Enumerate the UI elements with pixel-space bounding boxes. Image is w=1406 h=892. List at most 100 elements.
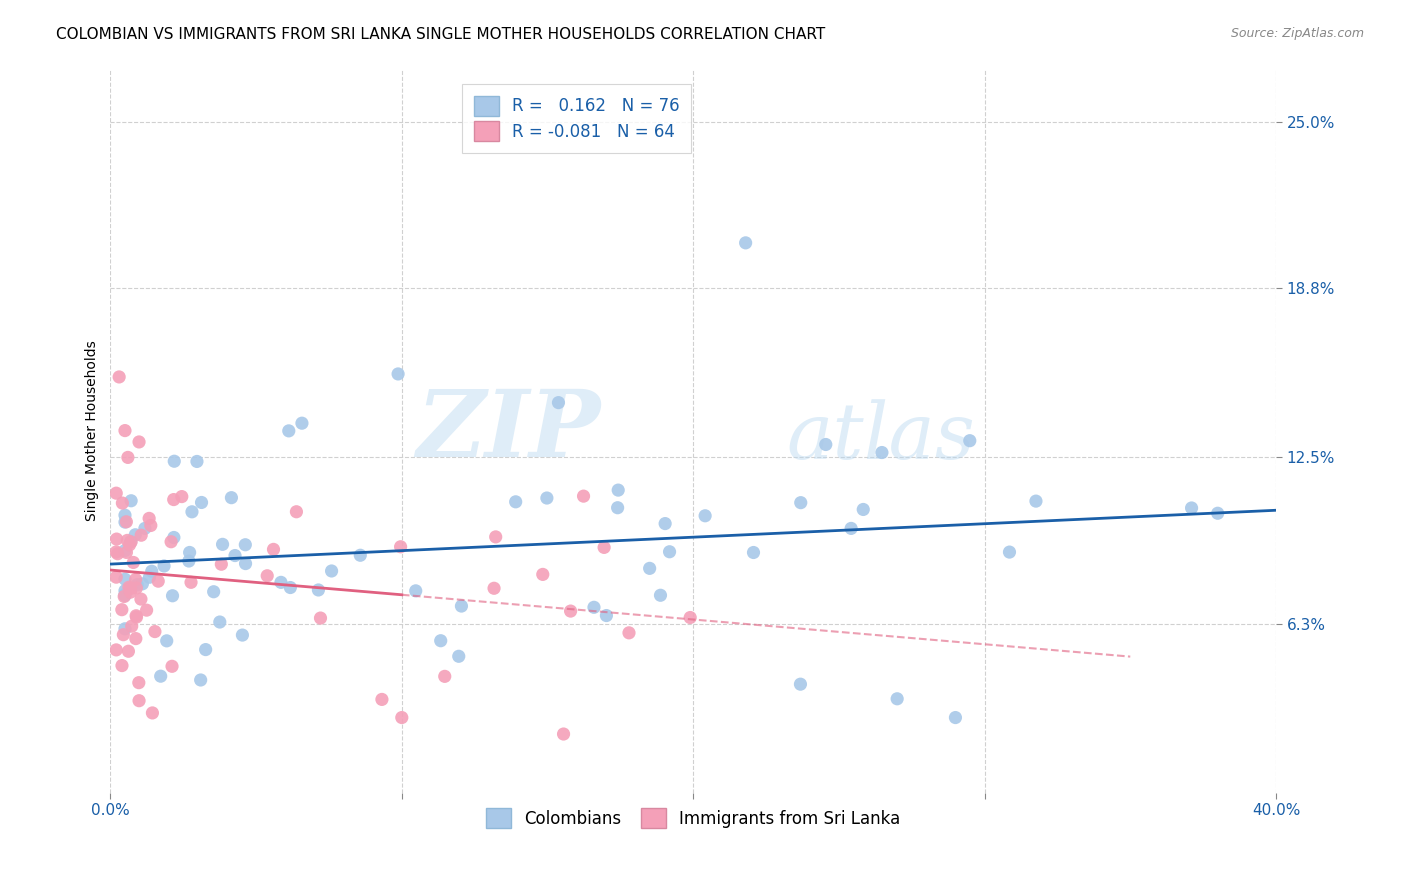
Point xyxy=(114,588,136,602)
Point xyxy=(277,424,299,438)
Point xyxy=(156,633,179,648)
Point xyxy=(177,554,200,568)
Point xyxy=(553,727,575,741)
Point xyxy=(118,580,141,594)
Point xyxy=(128,675,150,690)
Point xyxy=(125,581,148,595)
Point xyxy=(181,505,204,519)
Point xyxy=(595,608,617,623)
Point xyxy=(1180,500,1202,515)
Point xyxy=(607,483,630,497)
Point xyxy=(111,658,134,673)
Point xyxy=(221,491,243,505)
Point xyxy=(125,632,148,646)
Point xyxy=(270,575,292,590)
Point xyxy=(139,518,162,533)
Point xyxy=(115,515,138,529)
Point xyxy=(679,610,702,624)
Point xyxy=(124,573,146,587)
Point xyxy=(433,669,456,683)
Point xyxy=(658,545,681,559)
Point xyxy=(120,582,142,596)
Point xyxy=(202,584,225,599)
Point xyxy=(120,585,142,599)
Point xyxy=(117,450,139,465)
Point xyxy=(107,547,129,561)
Point xyxy=(153,559,176,574)
Text: Source: ZipAtlas.com: Source: ZipAtlas.com xyxy=(1230,27,1364,40)
Point xyxy=(371,692,394,706)
Point xyxy=(405,583,427,598)
Point xyxy=(143,624,166,639)
Point xyxy=(105,486,128,500)
Point xyxy=(531,567,554,582)
Point xyxy=(125,610,148,624)
Point xyxy=(790,496,813,510)
Point xyxy=(115,545,138,559)
Point xyxy=(209,558,232,572)
Point xyxy=(734,235,756,250)
Point xyxy=(180,575,202,590)
Point xyxy=(114,543,136,558)
Point xyxy=(122,556,145,570)
Point xyxy=(280,581,302,595)
Point xyxy=(105,570,128,584)
Point xyxy=(231,628,253,642)
Point xyxy=(127,578,149,592)
Point xyxy=(114,424,136,438)
Point xyxy=(135,603,157,617)
Point xyxy=(870,445,893,459)
Point xyxy=(114,508,136,523)
Point xyxy=(105,643,128,657)
Point xyxy=(582,600,605,615)
Point xyxy=(117,533,139,548)
Point xyxy=(114,583,136,598)
Point xyxy=(190,673,212,687)
Point xyxy=(114,622,136,636)
Point xyxy=(349,548,371,562)
Point xyxy=(572,489,595,503)
Point xyxy=(429,633,451,648)
Point xyxy=(120,493,142,508)
Point xyxy=(617,625,640,640)
Point xyxy=(114,572,136,586)
Point xyxy=(114,589,136,603)
Point xyxy=(121,619,143,633)
Point xyxy=(945,710,967,724)
Point xyxy=(593,541,616,555)
Point xyxy=(111,603,134,617)
Point xyxy=(447,649,470,664)
Point xyxy=(852,502,875,516)
Point xyxy=(606,500,628,515)
Point xyxy=(163,454,186,468)
Point xyxy=(186,454,208,468)
Point xyxy=(190,495,212,509)
Point xyxy=(285,505,308,519)
Point xyxy=(148,574,170,589)
Point xyxy=(389,540,412,554)
Point xyxy=(560,604,582,618)
Point xyxy=(450,599,472,613)
Point xyxy=(1206,506,1229,520)
Point xyxy=(118,538,141,552)
Point xyxy=(160,659,183,673)
Point xyxy=(105,532,128,546)
Point xyxy=(138,570,160,584)
Point xyxy=(128,694,150,708)
Point xyxy=(138,511,160,525)
Point xyxy=(547,395,569,409)
Point xyxy=(309,611,332,625)
Point xyxy=(387,367,409,381)
Point xyxy=(117,644,139,658)
Point xyxy=(536,491,558,505)
Point xyxy=(886,691,908,706)
Point xyxy=(141,564,163,578)
Point xyxy=(162,589,184,603)
Point xyxy=(170,490,193,504)
Point xyxy=(108,370,131,384)
Point xyxy=(307,582,329,597)
Point xyxy=(638,561,661,575)
Point xyxy=(105,545,128,559)
Point xyxy=(120,534,142,549)
Point xyxy=(114,515,136,529)
